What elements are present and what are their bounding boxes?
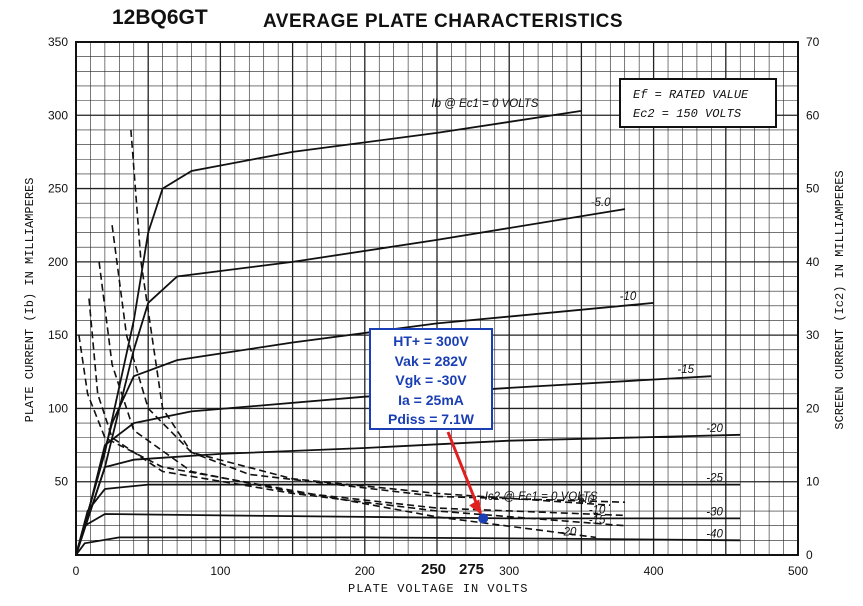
y2-tick-label: 60 (806, 108, 820, 122)
x-label-250: 250 (421, 561, 447, 578)
plate-curve (75, 110, 582, 556)
conditions-line-1: Ef = RATED VALUE (633, 88, 749, 102)
operating-point-annotation: HT+ = 300V Vak = 282V Vgk = -30V Ia = 25… (369, 328, 493, 430)
y2-tick-label: 0 (806, 548, 813, 562)
plate-curve-label: -10 (620, 291, 637, 303)
x-tick-label: 200 (355, 564, 375, 578)
y-tick-label: 100 (48, 401, 68, 415)
conditions-line-2: Ec2 = 150 VOLTS (633, 107, 742, 121)
screen-curve-label: -5.0 (574, 494, 594, 506)
plot-frame (75, 41, 799, 556)
y-tick-label: 250 (48, 182, 68, 196)
grid (75, 41, 799, 556)
x-tick-label: 500 (788, 564, 808, 578)
tick-labels: 0 100 200 300 400 500 50 100 150 200 250 300 350 0 10 2… (48, 35, 820, 578)
y2-tick-label: 50 (806, 182, 820, 196)
x-tick-label: 300 (499, 564, 519, 578)
screen-curve-label: -20 (560, 526, 577, 538)
screen-curve (88, 298, 625, 527)
plate-curve (75, 208, 625, 556)
screen-curve (78, 334, 596, 539)
x-tick-label: 100 (210, 564, 230, 578)
part-number: 12BQ6GT (112, 6, 208, 29)
plate-curve (75, 513, 741, 556)
y-tick-label: 350 (48, 35, 68, 49)
y-tick-label: 50 (55, 475, 69, 489)
annotation-line-vak: Vak = 282V (394, 352, 468, 369)
annotation-line-vgk: Vgk = -30V (395, 372, 467, 388)
axes (75, 41, 799, 556)
plate-curve-label: Ib @ Ec1 = 0 VOLTS (431, 98, 538, 110)
screen-curve (111, 225, 611, 506)
plate-curve-label: -25 (706, 473, 723, 485)
conditions-box: Ef = RATED VALUE Ec2 = 150 VOLTS (619, 78, 777, 128)
annotation-arrow (446, 431, 489, 524)
screen-curve (130, 129, 625, 503)
x-axis-label: PLATE VOLTAGE IN VOLTS (348, 582, 529, 596)
curve-labels: Ib @ Ec1 = 0 VOLTS-5.0-10-15-20-25-30-40… (431, 98, 723, 540)
y2-tick-label: 30 (806, 328, 820, 342)
plate-curve-label: -5.0 (591, 197, 611, 209)
y2-tick-label: 20 (806, 401, 820, 415)
annotation-line-pdiss: Pdiss = 7.1W (388, 411, 474, 427)
x-label-275: 275 (459, 561, 485, 578)
annotation-line-ht: HT+ = 300V (393, 333, 469, 349)
y-tick-label: 150 (48, 328, 68, 342)
y-tick-label: 300 (48, 108, 68, 122)
x-tick-label: 400 (644, 564, 664, 578)
chart-title: AVERAGE PLATE CHARACTERISTICS (263, 11, 624, 32)
screen-curve-label: -10 (589, 504, 606, 516)
plate-curve-label: -40 (706, 528, 723, 540)
arrow-head (469, 499, 483, 516)
arrow-shaft (446, 431, 481, 511)
y2-tick-label: 10 (806, 475, 820, 489)
screen-curve-label: -15 (589, 515, 606, 527)
plate-curve (75, 536, 741, 556)
x-tick-label: 0 (73, 564, 80, 578)
operating-point-marker (478, 513, 489, 524)
plate-curve-label: -20 (706, 423, 723, 435)
plate-curve-label: -30 (706, 506, 723, 518)
annotation-line-ia: Ia = 25mA (398, 391, 464, 408)
screen-curve-label: Ic2 @ Ec1 = 0 VOLTS (485, 491, 598, 503)
plate-curve-label: -15 (677, 364, 694, 376)
screen-curve (98, 261, 625, 517)
plate-curve (75, 483, 741, 556)
y-tick-label: 200 (48, 255, 68, 269)
screen-curves (78, 129, 625, 539)
y2-tick-label: 70 (806, 35, 820, 49)
y2-tick-label: 40 (806, 255, 820, 269)
